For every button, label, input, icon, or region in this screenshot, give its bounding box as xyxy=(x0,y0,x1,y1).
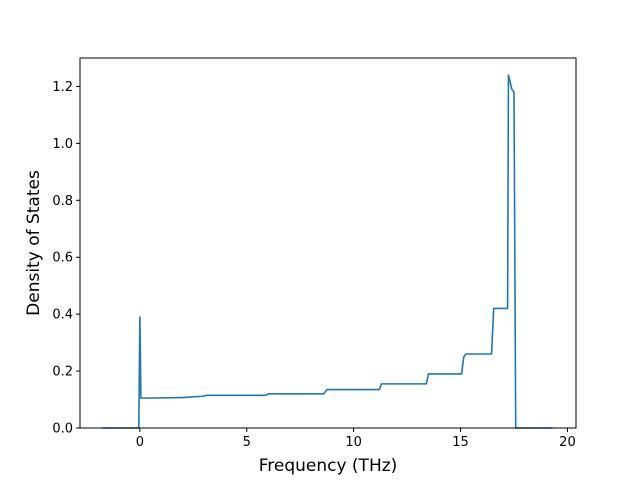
y-tick-label: 0.8 xyxy=(52,194,73,209)
dos-series-line xyxy=(102,74,553,429)
y-tick-label: 0.0 xyxy=(52,422,73,437)
y-tick-label: 1.2 xyxy=(52,80,73,95)
y-axis-ticks: 0.0 0.2 0.4 0.6 0.8 1.0 1.2 xyxy=(52,80,80,437)
y-tick-label: 0.2 xyxy=(52,365,73,380)
x-tick-label: 15 xyxy=(452,435,469,450)
x-axis-ticks: 0 5 10 15 20 xyxy=(136,428,576,450)
y-tick-label: 0.6 xyxy=(52,251,73,266)
series-layer xyxy=(102,74,553,429)
x-axis-label: Frequency (THz) xyxy=(259,456,398,476)
x-tick-label: 10 xyxy=(345,435,362,450)
y-tick-label: 0.4 xyxy=(52,308,73,323)
y-tick-label: 1.0 xyxy=(52,137,73,152)
x-tick-label: 20 xyxy=(559,435,576,450)
x-tick-label: 5 xyxy=(243,435,251,450)
x-tick-label: 0 xyxy=(136,435,144,450)
plot-area xyxy=(80,58,576,428)
plot-frame xyxy=(79,57,577,429)
y-axis-label: Density of States xyxy=(24,170,44,316)
